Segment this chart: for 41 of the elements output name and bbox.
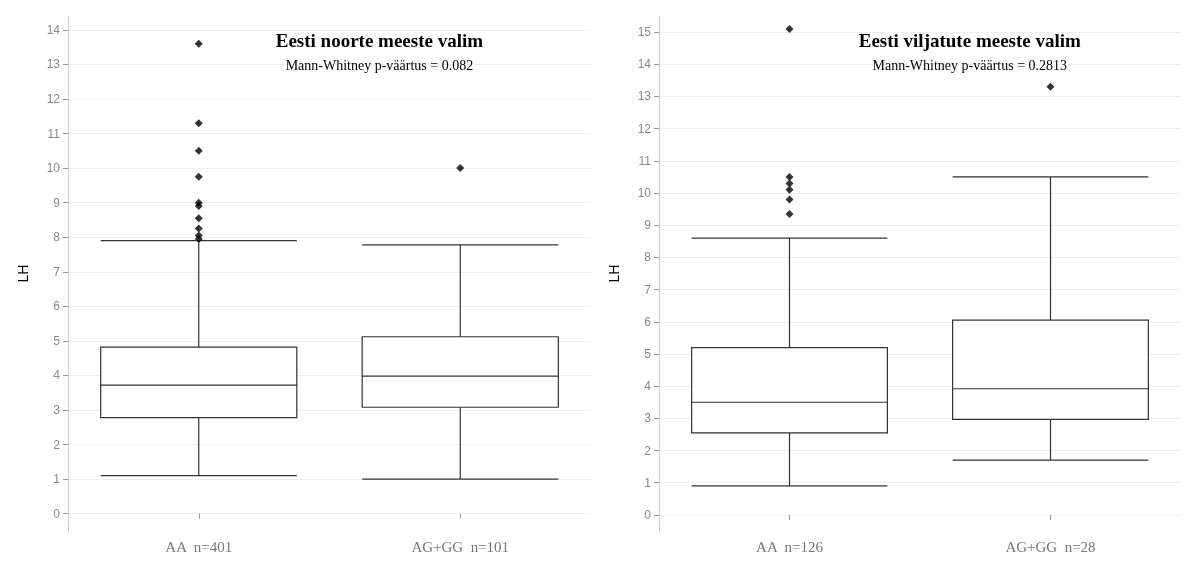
y-axis-title: LH xyxy=(15,264,31,283)
y-tick-label: 6 xyxy=(644,314,652,329)
y-tick-label: 3 xyxy=(53,403,61,418)
x-tick-label: AG+GG n=101 xyxy=(411,538,510,555)
y-tick-label: 12 xyxy=(46,91,61,106)
y-tick-label: 0 xyxy=(644,507,652,522)
y-tick-label: 10 xyxy=(46,161,61,176)
y-tick-label: 4 xyxy=(53,368,61,383)
y-tick-label: 2 xyxy=(644,443,652,458)
y-tick-label: 7 xyxy=(53,264,61,279)
y-tick-label: 1 xyxy=(644,475,652,490)
y-tick-label: 13 xyxy=(46,57,61,72)
y-tick-label: 5 xyxy=(53,333,61,348)
text: Mann-Whitney p-väärtus = 0.2813 xyxy=(872,57,1068,73)
y-tick-label: 14 xyxy=(46,22,61,37)
y-tick-label: 11 xyxy=(47,126,61,141)
y-tick-label: 11 xyxy=(638,153,652,168)
y-tick-label: 15 xyxy=(637,25,652,40)
y-tick-label: 14 xyxy=(637,57,652,72)
y-axis-title: LH xyxy=(606,264,622,283)
text: Mann-Whitney p-väärtus = 0.082 xyxy=(285,57,474,73)
y-tick-label: 9 xyxy=(644,218,652,233)
y-tick-label: 12 xyxy=(637,121,652,136)
y-tick-label: 9 xyxy=(53,195,61,210)
y-tick-label: 0 xyxy=(53,506,61,521)
y-tick-label: 10 xyxy=(637,186,652,201)
text: Eesti viljatute meeste valim xyxy=(858,30,1082,51)
y-tick-label: 8 xyxy=(53,230,61,245)
x-tick-label: AA n=126 xyxy=(756,538,824,555)
y-tick-label: 2 xyxy=(53,437,61,452)
y-tick-label: 1 xyxy=(53,472,61,487)
y-tick-label: 5 xyxy=(644,346,652,361)
x-tick-label: AA n=401 xyxy=(165,538,233,555)
y-tick-label: 7 xyxy=(644,282,652,297)
y-tick-label: 8 xyxy=(644,250,652,265)
y-tick-label: 4 xyxy=(644,379,652,394)
text: Eesti noorte meeste valim xyxy=(275,30,484,51)
y-tick-label: 13 xyxy=(637,89,652,104)
y-tick-label: 6 xyxy=(53,299,61,314)
x-tick-label: AG+GG n=28 xyxy=(1005,538,1096,555)
y-tick-label: 3 xyxy=(644,411,652,426)
